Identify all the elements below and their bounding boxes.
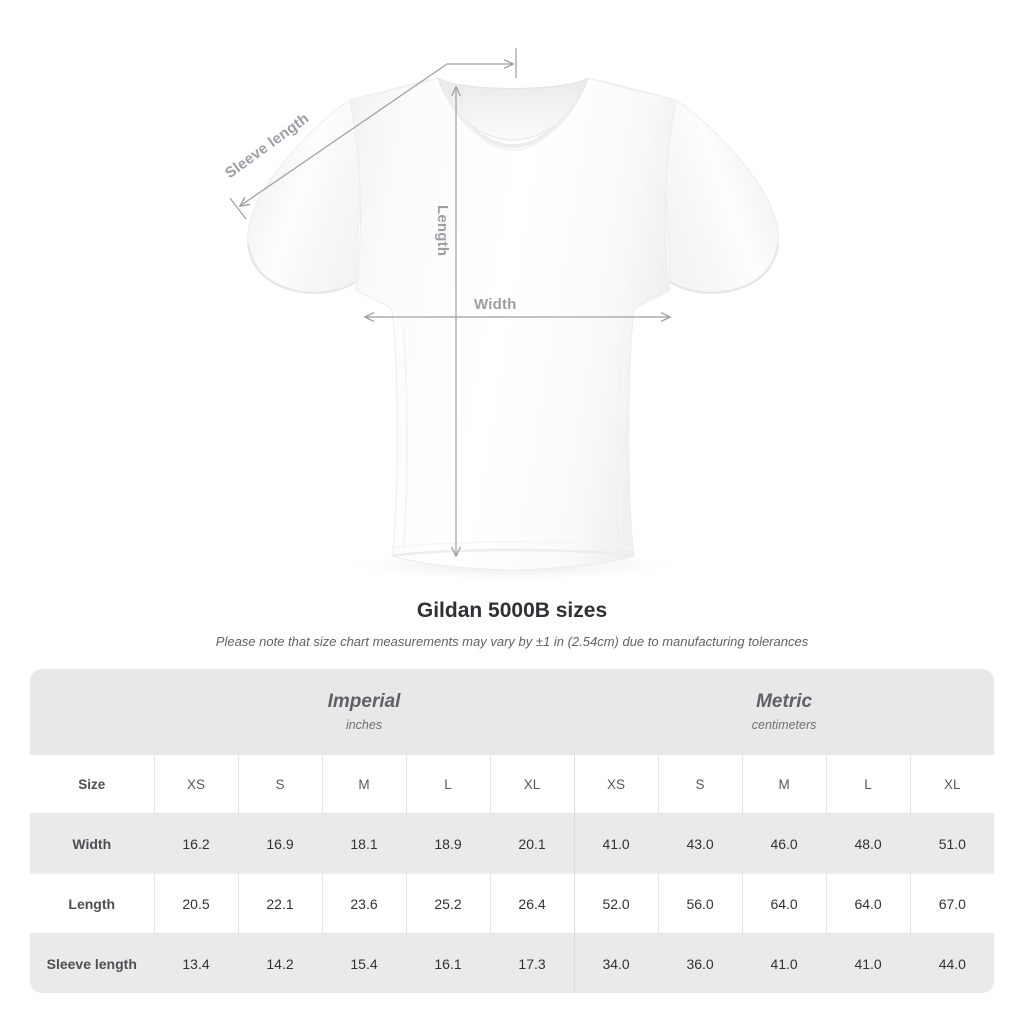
left-sleeve-hem — [246, 243, 357, 294]
unit-header-spacer — [30, 669, 154, 755]
unit-sub-imperial: inches — [345, 718, 383, 732]
cell-length-imperial-xl: 26.4 — [489, 873, 575, 934]
unit-name-imperial: Imperial — [327, 691, 401, 712]
cell-sleeve-imperial-l: 16.1 — [405, 933, 490, 993]
width-label: Width — [474, 296, 517, 313]
cell-width-imperial-xs: 16.2 — [153, 813, 238, 874]
sleeve-length-dimension-line — [240, 63, 448, 206]
cell-sleeve-metric-m: 41.0 — [741, 933, 827, 993]
collar-stitch — [449, 93, 577, 151]
size-header-imperial-m: M — [321, 755, 406, 814]
tshirt-illustration — [229, 48, 780, 582]
size-header-metric-xs: XS — [573, 755, 659, 814]
right-shoulder-seam — [587, 77, 651, 95]
title-block: Gildan 5000B sizes Please note that size… — [0, 596, 1024, 651]
row-label-sleeve-length: Sleeve length — [30, 933, 154, 993]
size-header-imperial-l: L — [405, 755, 490, 814]
cell-width-metric-m: 46.0 — [741, 813, 827, 874]
cell-sleeve-imperial-m: 15.4 — [321, 933, 406, 993]
size-chart-table: Imperial inches Metric centimeters Size … — [30, 669, 995, 993]
sleeve-length-tick — [229, 197, 247, 220]
cell-width-imperial-m: 18.1 — [321, 813, 406, 874]
row-label-width: Width — [30, 813, 154, 874]
table-body: Width 16.2 16.9 18.1 18.9 20.1 41.0 43.0… — [30, 813, 995, 993]
cell-width-imperial-s: 16.9 — [237, 813, 322, 874]
cell-width-metric-xs: 41.0 — [573, 813, 659, 874]
cell-length-metric-xs: 52.0 — [573, 873, 659, 934]
fold-line-right — [618, 329, 623, 549]
size-header-label: Size — [30, 755, 154, 814]
unit-sub-metric: centimeters — [751, 718, 817, 732]
cell-sleeve-metric-l: 41.0 — [825, 933, 911, 993]
cell-sleeve-imperial-xl: 17.3 — [489, 933, 575, 993]
unit-header-metric: Metric centimeters — [574, 669, 995, 755]
size-header-imperial-s: S — [237, 755, 322, 814]
table-row: Width 16.2 16.9 18.1 18.9 20.1 41.0 43.0… — [30, 813, 995, 874]
cell-length-metric-l: 64.0 — [825, 873, 911, 934]
size-header-row: Size XS S M L XL XS S M L XL — [30, 755, 995, 814]
tshirt-diagram: Sleeve length Length Width — [222, 48, 780, 582]
cell-sleeve-metric-xl: 44.0 — [909, 933, 995, 993]
cell-length-imperial-m: 23.6 — [321, 873, 406, 934]
length-label: Length — [434, 205, 451, 257]
table-row: Sleeve length 13.4 14.2 15.4 16.1 17.3 3… — [30, 933, 995, 993]
cell-length-imperial-xs: 20.5 — [153, 873, 238, 934]
shirt-hem — [391, 548, 635, 558]
unit-header-row: Imperial inches Metric centimeters — [30, 669, 995, 755]
size-header-imperial-xs: XS — [153, 755, 238, 814]
cell-sleeve-imperial-s: 14.2 — [237, 933, 322, 993]
cell-sleeve-metric-xs: 34.0 — [573, 933, 659, 993]
table-head: Imperial inches Metric centimeters Size … — [30, 669, 995, 814]
cell-length-imperial-s: 22.1 — [237, 873, 322, 934]
cell-sleeve-metric-s: 36.0 — [657, 933, 743, 993]
cell-width-metric-l: 48.0 — [825, 813, 911, 874]
cell-width-metric-xl: 51.0 — [909, 813, 995, 874]
left-shoulder-seam — [375, 77, 439, 95]
cell-width-imperial-l: 18.9 — [405, 813, 490, 874]
shirt-hem-stitch — [391, 541, 635, 549]
right-sleeve — [663, 99, 779, 294]
page-title: Gildan 5000B sizes — [416, 599, 608, 622]
size-header-imperial-xl: XL — [489, 755, 575, 814]
cell-length-metric-m: 64.0 — [741, 873, 827, 934]
cell-width-metric-s: 43.0 — [657, 813, 743, 874]
cell-length-metric-xl: 67.0 — [909, 873, 995, 934]
right-sleeve-hem — [669, 243, 780, 294]
unit-name-metric: Metric — [756, 691, 813, 712]
size-header-metric-s: S — [657, 755, 743, 814]
cell-width-imperial-xl: 20.1 — [489, 813, 575, 874]
cell-sleeve-imperial-xs: 13.4 — [153, 933, 238, 993]
cell-length-imperial-l: 25.2 — [405, 873, 490, 934]
cell-length-metric-s: 56.0 — [657, 873, 743, 934]
shirt-body — [349, 77, 677, 571]
size-header-metric-l: L — [825, 755, 911, 814]
size-chart-table-container: Imperial inches Metric centimeters Size … — [30, 669, 995, 993]
table-row: Length 20.5 22.1 23.6 25.2 26.4 52.0 56.… — [30, 873, 995, 934]
size-header-metric-m: M — [741, 755, 827, 814]
fold-line-left — [403, 329, 408, 549]
tolerance-note: Please note that size chart measurements… — [215, 634, 809, 649]
unit-header-imperial: Imperial inches — [154, 669, 575, 755]
row-label-length: Length — [30, 873, 154, 934]
size-header-metric-xl: XL — [909, 755, 995, 814]
